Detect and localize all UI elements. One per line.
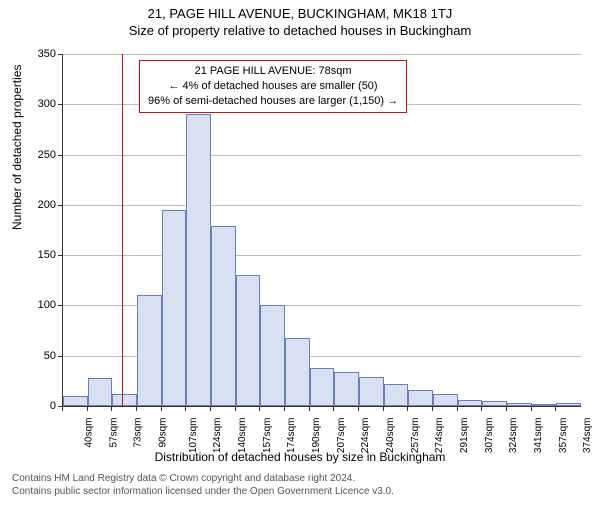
x-tick-label: 207sqm [336, 418, 347, 454]
x-tick-mark [383, 406, 384, 411]
y-tick-label: 0 [16, 400, 56, 412]
x-tick-label: 307sqm [484, 418, 495, 454]
x-tick-mark [235, 406, 236, 411]
x-tick-mark [555, 406, 556, 411]
y-tick-label: 200 [16, 199, 56, 211]
histogram-bar [482, 401, 507, 406]
x-tick-label: 224sqm [360, 418, 371, 454]
annotation-line-3: 96% of semi-detached houses are larger (… [148, 94, 398, 109]
y-tick-mark [58, 305, 63, 306]
x-tick-mark [210, 406, 211, 411]
x-tick-mark [87, 406, 88, 411]
histogram-bar [63, 396, 88, 406]
x-tick-label: 341sqm [533, 418, 544, 454]
x-tick-label: 57sqm [108, 418, 119, 448]
x-tick-mark [259, 406, 260, 411]
x-tick-label: 357sqm [558, 418, 569, 454]
histogram-bar [162, 210, 187, 406]
x-tick-label: 240sqm [385, 418, 396, 454]
histogram-bar [384, 384, 409, 406]
annotation-line-2: ← 4% of detached houses are smaller (50) [148, 79, 398, 94]
x-tick-label: 157sqm [262, 418, 273, 454]
x-tick-mark [481, 406, 482, 411]
chart-outer: 21 PAGE HILL AVENUE: 78sqm← 4% of detach… [62, 54, 580, 406]
x-tick-label: 257sqm [410, 418, 421, 454]
x-tick-label: 174sqm [286, 418, 297, 454]
x-tick-label: 374sqm [582, 418, 593, 454]
histogram-bar [408, 390, 433, 406]
x-axis-label: Distribution of detached houses by size … [0, 450, 600, 464]
y-tick-label: 150 [16, 249, 56, 261]
x-tick-label: 140sqm [237, 418, 248, 454]
chart-title: 21, PAGE HILL AVENUE, BUCKINGHAM, MK18 1… [0, 6, 600, 21]
x-tick-mark [111, 406, 112, 411]
histogram-bar [211, 226, 236, 406]
x-tick-mark [284, 406, 285, 411]
x-tick-label: 40sqm [84, 418, 95, 448]
x-tick-mark [358, 406, 359, 411]
plot-area: 21 PAGE HILL AVENUE: 78sqm← 4% of detach… [62, 54, 581, 407]
y-tick-mark [58, 155, 63, 156]
chart-subtitle: Size of property relative to detached ho… [0, 23, 600, 38]
y-tick-mark [58, 255, 63, 256]
histogram-bar [556, 403, 581, 406]
histogram-bar [137, 295, 162, 406]
histogram-bar [334, 372, 359, 406]
x-tick-label: 291sqm [459, 418, 470, 454]
histogram-bar [507, 403, 532, 406]
x-tick-label: 274sqm [434, 418, 445, 454]
y-tick-mark [58, 205, 63, 206]
marker-line [122, 54, 123, 406]
y-tick-label: 250 [16, 149, 56, 161]
histogram-bar [88, 378, 113, 406]
y-tick-mark [58, 356, 63, 357]
x-tick-mark [506, 406, 507, 411]
grid-line [63, 255, 581, 256]
grid-line [63, 205, 581, 206]
annotation-line-1: 21 PAGE HILL AVENUE: 78sqm [148, 64, 398, 79]
grid-line [63, 54, 581, 55]
y-tick-label: 300 [16, 98, 56, 110]
histogram-bar [532, 404, 557, 406]
y-tick-label: 350 [16, 48, 56, 60]
y-tick-label: 100 [16, 299, 56, 311]
x-tick-mark [62, 406, 63, 411]
chart-container: 21, PAGE HILL AVENUE, BUCKINGHAM, MK18 1… [0, 6, 600, 506]
annotation-box: 21 PAGE HILL AVENUE: 78sqm← 4% of detach… [139, 60, 407, 113]
x-tick-mark [309, 406, 310, 411]
x-tick-label: 124sqm [212, 418, 223, 454]
histogram-bar [285, 338, 310, 406]
histogram-bar [186, 114, 211, 406]
histogram-bar [112, 394, 137, 406]
histogram-bar [433, 394, 458, 406]
grid-line [63, 155, 581, 156]
x-tick-mark [531, 406, 532, 411]
x-tick-mark [432, 406, 433, 411]
footer-line-2: Contains public sector information licen… [12, 485, 394, 498]
footer-attribution: Contains HM Land Registry data © Crown c… [12, 472, 394, 498]
x-tick-label: 324sqm [508, 418, 519, 454]
x-tick-mark [136, 406, 137, 411]
x-tick-label: 90sqm [158, 418, 169, 448]
histogram-bar [260, 305, 285, 406]
x-tick-label: 190sqm [311, 418, 322, 454]
histogram-bar [458, 400, 483, 406]
y-tick-mark [58, 54, 63, 55]
x-tick-label: 107sqm [188, 418, 199, 454]
y-tick-mark [58, 104, 63, 105]
y-tick-label: 50 [16, 350, 56, 362]
footer-line-1: Contains HM Land Registry data © Crown c… [12, 472, 394, 485]
histogram-bar [236, 275, 261, 406]
histogram-bar [310, 368, 335, 406]
x-tick-mark [407, 406, 408, 411]
x-tick-mark [333, 406, 334, 411]
histogram-bar [359, 377, 384, 406]
x-tick-label: 73sqm [133, 418, 144, 448]
x-tick-mark [161, 406, 162, 411]
x-tick-mark [457, 406, 458, 411]
x-tick-mark [185, 406, 186, 411]
